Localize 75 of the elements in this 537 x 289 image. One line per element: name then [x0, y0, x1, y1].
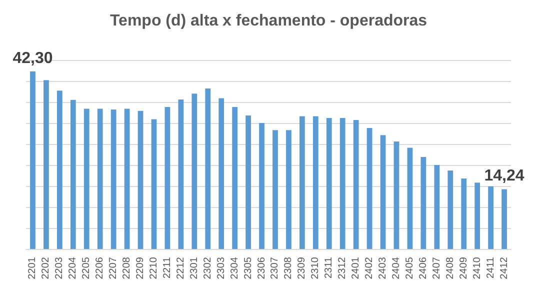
x-tick-label: 2409: [458, 256, 470, 280]
bar: [434, 165, 440, 249]
data-label: 42,30: [12, 50, 53, 67]
x-tick-label: 2408: [444, 256, 456, 280]
x-tick-label: 2307: [270, 256, 281, 280]
bar: [272, 130, 278, 249]
x-tick-label: 2412: [498, 256, 510, 280]
bar: [246, 115, 251, 249]
chart-title: Tempo (d) alta x fechamento - operadoras: [110, 12, 428, 30]
x-tick-label: 2212: [175, 256, 186, 280]
data-label: 14,24: [484, 168, 524, 185]
x-tick-label: 2403: [378, 256, 389, 280]
bar: [394, 141, 400, 249]
x-tick-label: 2407: [431, 256, 442, 280]
bar: [70, 100, 76, 249]
bar: [110, 110, 116, 249]
x-tick-label: 2201: [27, 256, 38, 280]
x-tick-label: 2205: [81, 256, 92, 280]
x-tick-label: 2202: [40, 256, 52, 280]
bar: [218, 98, 224, 249]
bar: [286, 130, 292, 249]
bar: [407, 148, 413, 249]
x-tick-label: 2303: [216, 256, 227, 280]
bar: [164, 107, 170, 249]
x-tick-label: 2401: [350, 256, 362, 280]
bar: [420, 157, 426, 249]
x-tick-label: 2304: [229, 256, 240, 280]
x-tick-label: 2208: [122, 256, 133, 280]
x-tick-label: 2203: [54, 256, 66, 280]
bar: [30, 71, 36, 249]
bar: [232, 107, 238, 249]
x-tick-label: 2210: [148, 256, 160, 280]
bar: [84, 108, 90, 249]
bar: [138, 110, 144, 249]
x-tick-label: 2301: [188, 256, 200, 280]
bar: [299, 116, 305, 249]
x-tick-label: 2309: [296, 256, 308, 280]
bar: [380, 135, 386, 249]
bar: [56, 90, 62, 249]
x-tick-label: 2410: [472, 256, 483, 280]
bar: [205, 88, 211, 249]
bar: [178, 99, 184, 249]
x-tick-label: 2209: [135, 256, 146, 280]
x-tick-label: 2211: [162, 256, 173, 279]
bar: [124, 108, 130, 249]
bar: [461, 178, 467, 249]
bar: [502, 189, 507, 249]
x-tick-label: 2305: [242, 256, 254, 280]
x-tick-label: 2405: [404, 256, 416, 280]
x-tick-label: 2207: [108, 256, 120, 280]
bar: [366, 128, 372, 249]
x-tick-label: 2204: [68, 256, 79, 280]
bar: [488, 186, 494, 249]
bar: [353, 120, 359, 249]
bar: [474, 182, 480, 249]
bar: [326, 118, 332, 249]
bar: [44, 80, 49, 249]
x-tick-label: 2302: [202, 256, 214, 280]
bar: [151, 119, 157, 249]
x-tick-label: 2308: [283, 256, 294, 280]
x-tick-label: 2402: [364, 256, 376, 280]
x-tick-label: 2411: [485, 256, 496, 279]
x-tick-label: 2206: [94, 256, 106, 280]
bar: [97, 108, 103, 249]
bar: [259, 123, 264, 249]
x-tick-label: 2404: [390, 256, 402, 280]
x-tick-label: 2310: [310, 256, 322, 280]
x-tick-label: 2306: [256, 256, 268, 280]
x-tick-label: 2312: [337, 256, 348, 280]
bar: [448, 170, 454, 249]
bar: [192, 94, 198, 249]
bar: [312, 116, 318, 249]
x-tick-label: 2406: [418, 256, 429, 280]
bar: [340, 118, 346, 249]
x-tick-label: 2311: [324, 256, 335, 279]
